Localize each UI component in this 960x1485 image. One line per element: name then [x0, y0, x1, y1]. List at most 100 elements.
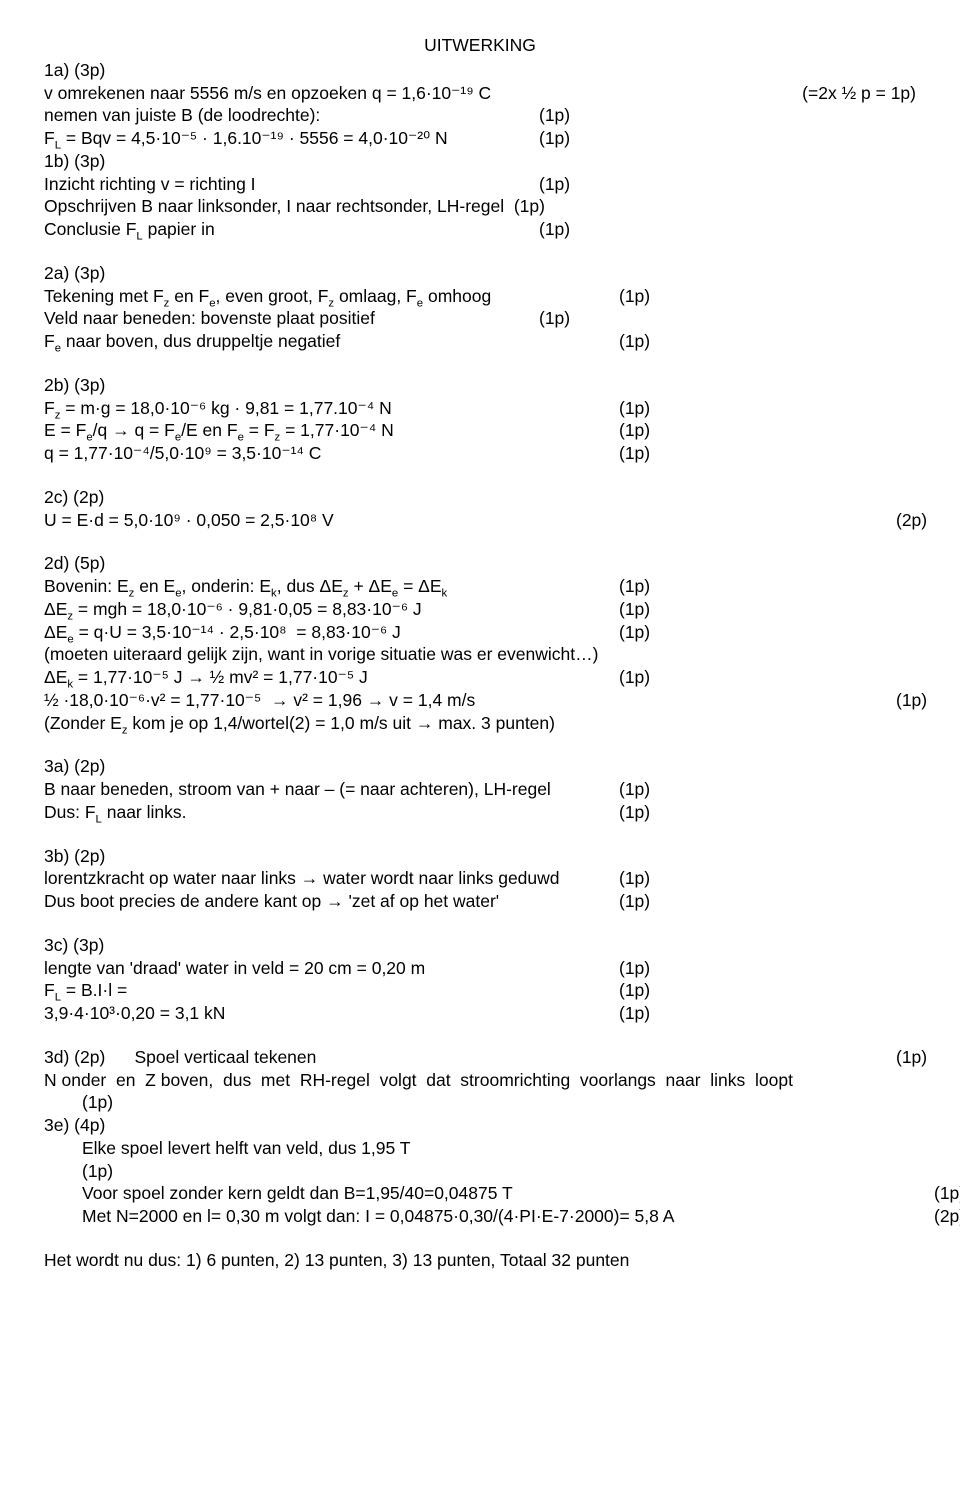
text-line: FL = B.I·l =(1p) — [44, 979, 916, 1002]
line-text: 2c) (2p) — [44, 486, 916, 509]
points-label: (1p) — [599, 890, 650, 913]
line-text: v omrekenen naar 5556 m/s en opzoeken q … — [44, 82, 782, 105]
line-text: 1a) (3p) — [44, 59, 916, 82]
text-line: q = 1,77·10⁻⁴/5,0·10⁹ = 3,5·10⁻¹⁴ C(1p) — [44, 442, 916, 465]
text-line: Met N=2000 en l= 0,30 m volgt dan: I = 0… — [44, 1205, 916, 1228]
line-text: lorentzkracht op water naar links → wate… — [44, 867, 599, 890]
text-line: 1a) (3p) — [44, 59, 916, 82]
points-label: (1p) — [599, 957, 650, 980]
line-text: 3d) (2p) Spoel verticaal tekenen — [44, 1046, 876, 1069]
line-text: 1b) (3p) — [44, 150, 916, 173]
line-text: Bovenin: Ez en Ee, onderin: Ek, dus ΔEz … — [44, 575, 599, 598]
points-label: (1p) — [599, 285, 650, 308]
line-text: N onder en Z boven, dus met RH-regel vol… — [44, 1069, 916, 1092]
line-text: B naar beneden, stroom van + naar – (= n… — [44, 778, 599, 801]
points-label: (1p) — [599, 778, 650, 801]
line-text: FL = B.I·l = — [44, 979, 599, 1002]
line-text: nemen van juiste B (de loodrechte): — [44, 104, 519, 127]
points-label: (1p) — [599, 598, 650, 621]
text-line: FL = Bqv = 4,5·10⁻⁵ · 1,6.10⁻¹⁹ · 5556 =… — [44, 127, 916, 150]
line-text: q = 1,77·10⁻⁴/5,0·10⁹ = 3,5·10⁻¹⁴ C — [44, 442, 599, 465]
line-text: Inzicht richting v = richting I — [44, 173, 519, 196]
line-text: lengte van 'draad' water in veld = 20 cm… — [44, 957, 599, 980]
text-line: Opschrijven B naar linksonder, I naar re… — [44, 195, 916, 218]
line-text: Opschrijven B naar linksonder, I naar re… — [44, 195, 916, 218]
text-line: 1b) (3p) — [44, 150, 916, 173]
line-text: U = E·d = 5,0·10⁹ · 0,050 = 2,5·10⁸ V — [44, 509, 876, 532]
points-label: (2p) — [914, 1205, 960, 1228]
line-text: 2b) (3p) — [44, 374, 916, 397]
points-label: (1p) — [599, 621, 650, 644]
text-line: Elke spoel levert helft van veld, dus 1,… — [44, 1137, 916, 1160]
line-text: (Zonder Ez kom je op 1,4/wortel(2) = 1,0… — [44, 712, 916, 735]
line-text: 3e) (4p) — [44, 1114, 916, 1137]
points-label: (1p) — [876, 1046, 927, 1069]
text-line: (Zonder Ez kom je op 1,4/wortel(2) = 1,0… — [44, 712, 916, 735]
text-line: Dus boot precies de andere kant op → 'ze… — [44, 890, 916, 913]
line-text: Dus boot precies de andere kant op → 'ze… — [44, 890, 599, 913]
line-text: Veld naar beneden: bovenste plaat positi… — [44, 307, 519, 330]
text-line: E = Fe/q → q = Fe/E en Fe = Fz = 1,77·10… — [44, 419, 916, 442]
line-text: 2d) (5p) — [44, 552, 916, 575]
line-text: ΔEz = mgh = 18,0·10⁻⁶ · 9,81·0,05 = 8,83… — [44, 598, 599, 621]
text-line: 3c) (3p) — [44, 934, 916, 957]
line-text: Fe naar boven, dus druppeltje negatief — [44, 330, 599, 353]
text-line: U = E·d = 5,0·10⁹ · 0,050 = 2,5·10⁸ V(2p… — [44, 509, 916, 532]
line-text: FL = Bqv = 4,5·10⁻⁵ · 1,6.10⁻¹⁹ · 5556 =… — [44, 127, 519, 150]
line-text: Conclusie FL papier in — [44, 218, 519, 241]
text-line: Bovenin: Ez en Ee, onderin: Ek, dus ΔEz … — [44, 575, 916, 598]
line-text: 3,9·4·10³·0,20 = 3,1 kN — [44, 1002, 599, 1025]
line-text: Fz = m·g = 18,0·10⁻⁶ kg · 9,81 = 1,77.10… — [44, 397, 599, 420]
text-line: nemen van juiste B (de loodrechte):(1p) — [44, 104, 916, 127]
text-line: 2a) (3p) — [44, 262, 916, 285]
text-line: Veld naar beneden: bovenste plaat positi… — [44, 307, 916, 330]
text-line: 3e) (4p) — [44, 1114, 916, 1137]
points-label: (1p) — [599, 330, 650, 353]
points-label: (1p) — [599, 1002, 650, 1025]
line-text: Elke spoel levert helft van veld, dus 1,… — [82, 1137, 916, 1160]
text-line: 2d) (5p) — [44, 552, 916, 575]
text-line: Tekening met Fz en Fe, even groot, Fz om… — [44, 285, 916, 308]
text-line: lengte van 'draad' water in veld = 20 cm… — [44, 957, 916, 980]
points-label: (1p) — [914, 1182, 960, 1205]
points-label: (1p) — [519, 218, 570, 241]
text-line: N onder en Z boven, dus met RH-regel vol… — [44, 1069, 916, 1092]
text-line: Het wordt nu dus: 1) 6 punten, 2) 13 pun… — [44, 1249, 916, 1272]
line-text: E = Fe/q → q = Fe/E en Fe = Fz = 1,77·10… — [44, 419, 599, 442]
text-line: ΔEk = 1,77·10⁻⁵ J → ½ mv² = 1,77·10⁻⁵ J(… — [44, 666, 916, 689]
points-label: (1p) — [599, 801, 650, 824]
text-line: 3b) (2p) — [44, 845, 916, 868]
points-label: (1p) — [599, 397, 650, 420]
text-line: ΔEe = q·U = 3,5·10⁻¹⁴ · 2,5·10⁸ = 8,83·1… — [44, 621, 916, 644]
line-text: Tekening met Fz en Fe, even groot, Fz om… — [44, 285, 599, 308]
line-text: 2a) (3p) — [44, 262, 916, 285]
points-label: (1p) — [519, 104, 570, 127]
points-label: (1p) — [519, 127, 570, 150]
text-line: B naar beneden, stroom van + naar – (= n… — [44, 778, 916, 801]
points-label: (1p) — [599, 979, 650, 1002]
text-line: v omrekenen naar 5556 m/s en opzoeken q … — [44, 82, 916, 105]
points-label: (1p) — [519, 307, 570, 330]
line-text: ½ ·18,0·10⁻⁶·v² = 1,77·10⁻⁵ → v² = 1,96 … — [44, 689, 876, 712]
text-line: 2c) (2p) — [44, 486, 916, 509]
points-label: (=2x ½ p = 1p) — [782, 82, 916, 105]
text-line: Inzicht richting v = richting I(1p) — [44, 173, 916, 196]
document-body: 1a) (3p)v omrekenen naar 5556 m/s en opz… — [44, 59, 916, 1272]
text-line: 3,9·4·10³·0,20 = 3,1 kN(1p) — [44, 1002, 916, 1025]
line-text: (1p) — [82, 1160, 916, 1183]
text-line: 3d) (2p) Spoel verticaal tekenen(1p) — [44, 1046, 916, 1069]
text-line: ½ ·18,0·10⁻⁶·v² = 1,77·10⁻⁵ → v² = 1,96 … — [44, 689, 916, 712]
line-text: Met N=2000 en l= 0,30 m volgt dan: I = 0… — [82, 1205, 914, 1228]
points-label: (1p) — [599, 575, 650, 598]
points-label: (1p) — [876, 689, 927, 712]
line-text: Het wordt nu dus: 1) 6 punten, 2) 13 pun… — [44, 1249, 916, 1272]
line-text: Voor spoel zonder kern geldt dan B=1,95/… — [82, 1182, 914, 1205]
line-text: ΔEk = 1,77·10⁻⁵ J → ½ mv² = 1,77·10⁻⁵ J — [44, 666, 599, 689]
points-label: (1p) — [599, 442, 650, 465]
text-line: Fz = m·g = 18,0·10⁻⁶ kg · 9,81 = 1,77.10… — [44, 397, 916, 420]
line-text: 3c) (3p) — [44, 934, 916, 957]
text-line: Dus: FL naar links.(1p) — [44, 801, 916, 824]
text-line: (1p) — [44, 1160, 916, 1183]
text-line: 2b) (3p) — [44, 374, 916, 397]
page-title: UITWERKING — [44, 34, 916, 57]
